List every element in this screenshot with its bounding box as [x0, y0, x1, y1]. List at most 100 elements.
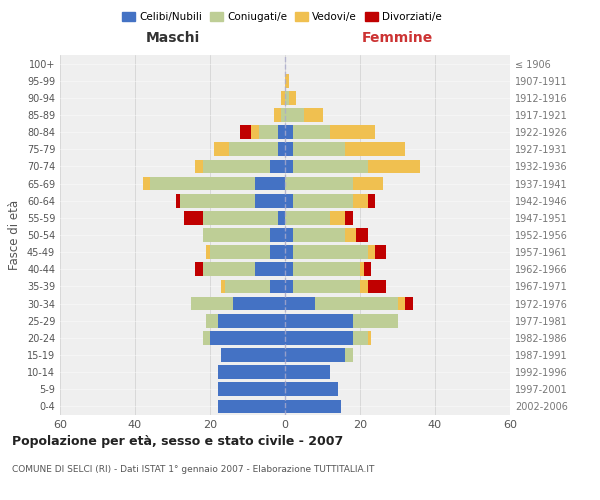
Bar [210, 331, 285, 344]
Text: COMUNE DI SELCI (RI) - Dati ISTAT 1° gennaio 2007 - Elaborazione TUTTITALIA.IT: COMUNE DI SELCI (RI) - Dati ISTAT 1° gen… [12, 465, 374, 474]
Bar [353, 314, 398, 328]
Bar [285, 160, 293, 173]
Bar [176, 194, 180, 207]
Bar [345, 142, 405, 156]
Bar [364, 262, 371, 276]
Bar [367, 160, 420, 173]
Bar [184, 211, 203, 224]
Bar [285, 211, 330, 224]
Bar [206, 246, 210, 259]
Bar [259, 126, 277, 139]
Bar [285, 194, 293, 207]
Bar [360, 262, 364, 276]
Bar [285, 142, 293, 156]
Bar [274, 108, 281, 122]
Legend: Celibi/Nubili, Coniugati/e, Vedovi/e, Divorziati/e: Celibi/Nubili, Coniugati/e, Vedovi/e, Di… [118, 8, 446, 26]
Bar [353, 331, 367, 344]
Bar [203, 228, 270, 242]
Bar [289, 91, 296, 104]
Bar [225, 280, 270, 293]
Bar [293, 262, 360, 276]
Bar [405, 296, 413, 310]
Bar [285, 331, 353, 344]
Bar [277, 211, 285, 224]
Bar [285, 246, 293, 259]
Bar [218, 382, 285, 396]
Text: Popolazione per età, sesso e stato civile - 2007: Popolazione per età, sesso e stato civil… [12, 435, 343, 448]
Bar [191, 296, 233, 310]
Bar [345, 348, 353, 362]
Bar [293, 280, 360, 293]
Bar [214, 142, 229, 156]
Bar [203, 160, 270, 173]
Bar [367, 331, 371, 344]
Bar [293, 160, 367, 173]
Bar [270, 280, 285, 293]
Bar [180, 194, 255, 207]
Bar [330, 211, 345, 224]
Bar [285, 108, 304, 122]
Bar [285, 176, 353, 190]
Bar [315, 296, 398, 310]
Bar [281, 108, 285, 122]
Bar [285, 400, 341, 413]
Bar [293, 194, 353, 207]
Bar [285, 91, 289, 104]
Bar [277, 126, 285, 139]
Text: Femmine: Femmine [362, 30, 433, 44]
Bar [270, 228, 285, 242]
Bar [221, 280, 225, 293]
Bar [240, 126, 251, 139]
Bar [203, 262, 255, 276]
Bar [285, 348, 345, 362]
Y-axis label: Fasce di età: Fasce di età [8, 200, 21, 270]
Bar [206, 314, 218, 328]
Bar [255, 176, 285, 190]
Bar [150, 176, 255, 190]
Bar [203, 211, 277, 224]
Bar [345, 211, 353, 224]
Bar [285, 382, 337, 396]
Bar [270, 246, 285, 259]
Bar [330, 126, 375, 139]
Bar [353, 194, 367, 207]
Bar [345, 228, 356, 242]
Bar [285, 74, 289, 88]
Bar [285, 280, 293, 293]
Bar [229, 142, 277, 156]
Bar [233, 296, 285, 310]
Bar [367, 280, 386, 293]
Bar [285, 366, 330, 379]
Bar [293, 246, 367, 259]
Bar [210, 246, 270, 259]
Bar [367, 246, 375, 259]
Bar [251, 126, 259, 139]
Bar [255, 262, 285, 276]
Bar [375, 246, 386, 259]
Bar [195, 262, 203, 276]
Bar [203, 331, 210, 344]
Bar [285, 314, 353, 328]
Bar [293, 228, 345, 242]
Bar [218, 400, 285, 413]
Bar [195, 160, 203, 173]
Bar [398, 296, 405, 310]
Bar [285, 262, 293, 276]
Text: Maschi: Maschi [145, 30, 200, 44]
Bar [270, 160, 285, 173]
Bar [218, 314, 285, 328]
Bar [285, 126, 293, 139]
Bar [356, 228, 367, 242]
Bar [360, 280, 367, 293]
Bar [218, 366, 285, 379]
Bar [367, 194, 375, 207]
Bar [281, 91, 285, 104]
Bar [277, 142, 285, 156]
Bar [293, 142, 345, 156]
Bar [285, 228, 293, 242]
Bar [304, 108, 323, 122]
Bar [255, 194, 285, 207]
Bar [353, 176, 383, 190]
Bar [221, 348, 285, 362]
Bar [293, 126, 330, 139]
